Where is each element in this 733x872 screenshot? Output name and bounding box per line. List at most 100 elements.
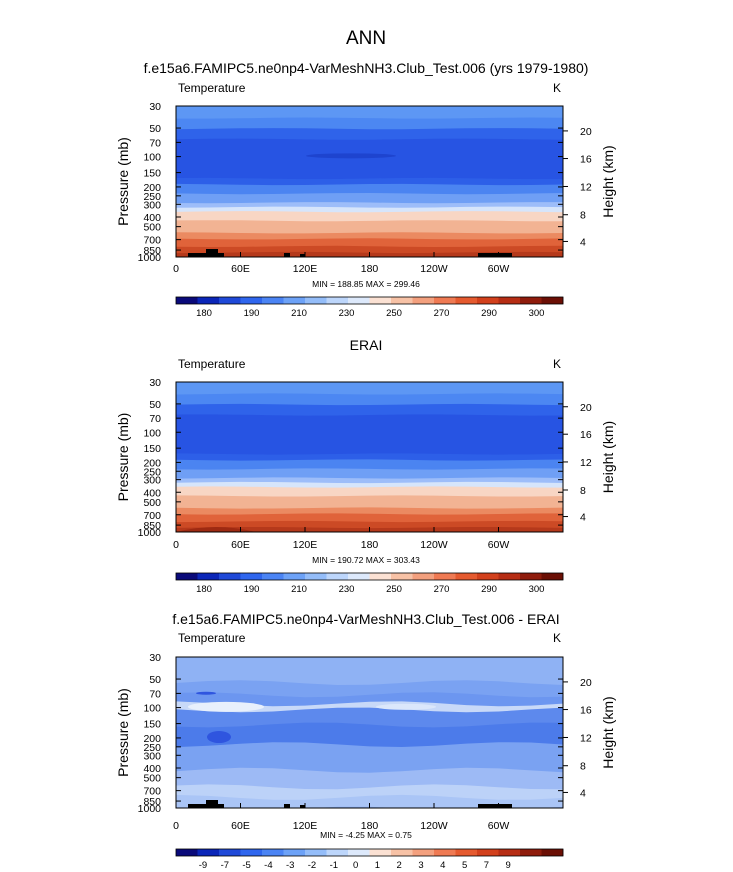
y-tick-label: 400 [143, 763, 161, 775]
y-tick-label: 500 [143, 773, 161, 785]
y2-tick-label: 20 [580, 677, 592, 689]
units-label: K [553, 81, 561, 95]
colorbar-label: 190 [244, 308, 260, 319]
colorbar-swatch [541, 297, 564, 304]
units-label: K [553, 631, 561, 645]
colorbar-label: 4 [440, 860, 445, 871]
y2-axis-label: Height (km) [600, 696, 616, 768]
y-tick-label: 70 [149, 137, 161, 149]
contour-band [176, 117, 563, 131]
anomaly-patch [188, 701, 264, 712]
topography [176, 527, 256, 532]
colorbar-swatch [262, 849, 284, 856]
colorbar-swatch [455, 573, 478, 580]
y-tick-label: 700 [143, 235, 161, 247]
y-tick-label: 30 [149, 652, 161, 664]
colorbar-label: 270 [434, 308, 450, 319]
y2-tick-label: 20 [580, 402, 592, 414]
colorbar-swatch [240, 849, 263, 856]
anomaly-patch [376, 703, 436, 710]
contour-band [176, 382, 563, 396]
y-tick-label: 850 [143, 520, 161, 532]
colorbar-label: -7 [221, 860, 229, 871]
colorbar-swatch [498, 849, 521, 856]
x-tick-label: 120E [293, 539, 318, 551]
colorbar-swatch [498, 573, 521, 580]
x-tick-label: 0 [173, 263, 179, 275]
colorbar-frame [175, 848, 564, 857]
colorbar-label: -4 [264, 860, 272, 871]
contour-band [176, 742, 563, 774]
contour-band [176, 232, 563, 241]
contour-band [176, 414, 563, 456]
colorbar-swatch [348, 849, 370, 856]
contour-band [176, 211, 563, 223]
colorbar-swatch [262, 297, 284, 304]
figure-title: ANN [346, 28, 386, 49]
x-tick-label: 0 [173, 539, 179, 551]
y-tick-label: 150 [143, 168, 161, 180]
y2-tick-label: 12 [580, 457, 592, 469]
x-tick-label: 120W [420, 820, 448, 832]
colorbar-swatch [412, 297, 435, 304]
y-tick-label: 70 [149, 413, 161, 425]
y-axis-label: Pressure (mb) [115, 413, 131, 502]
units-label: K [553, 357, 561, 371]
y-tick-label: 250 [143, 191, 161, 203]
y2-tick-label: 12 [580, 181, 592, 193]
colorbar-label: 230 [339, 584, 355, 595]
y2-tick-label: 4 [580, 512, 586, 524]
min-max-stats: MIN = 188.85 MAX = 299.46 [312, 279, 420, 289]
colorbar-swatch [541, 849, 564, 856]
colorbar-label: 290 [481, 308, 497, 319]
variable-label: Temperature [178, 631, 246, 645]
colorbar-swatch [283, 573, 306, 580]
y-axis-label: Pressure (mb) [115, 137, 131, 226]
colorbar-label: 210 [291, 584, 307, 595]
contour-band [176, 138, 563, 181]
contour-band [176, 692, 563, 708]
colorbar-frame [175, 572, 564, 581]
y-tick-label: 700 [143, 786, 161, 798]
y-tick-label: 50 [149, 123, 161, 135]
y-tick-label: 500 [143, 497, 161, 509]
colorbar-label: -2 [308, 860, 316, 871]
x-tick-label: 120E [293, 820, 318, 832]
colorbar: 180 190 210 230 250 270 290 300 [175, 296, 564, 319]
colorbar-swatch [477, 573, 499, 580]
x-tick-label: 180 [361, 539, 379, 551]
colorbar-swatch [520, 297, 542, 304]
colorbar-swatch [455, 849, 478, 856]
topography [478, 804, 512, 808]
panels: f.e15a6.FAMIPC5.ne0np4-VarMeshNH3.Club_T… [115, 60, 616, 871]
x-tick-label: 60W [488, 539, 510, 551]
contour-band [176, 513, 563, 524]
x-tick-label: 60W [488, 820, 510, 832]
y-tick-label: 1000 [138, 527, 162, 539]
contour-band [176, 722, 563, 748]
y-tick-label: 50 [149, 674, 161, 686]
colorbar-label: 7 [484, 860, 489, 871]
y-tick-label: 300 [143, 750, 161, 762]
y-tick-label: 100 [143, 427, 161, 439]
y2-tick-label: 4 [580, 236, 586, 248]
min-max-stats: MIN = 190.72 MAX = 303.43 [312, 555, 420, 565]
colorbar-swatch [283, 297, 306, 304]
y-axis-label: Pressure (mb) [115, 688, 131, 777]
colorbar: 180 190 210 230 250 270 290 300 [175, 572, 564, 595]
x-tick-label: 120E [293, 263, 318, 275]
colorbar-swatch [240, 573, 263, 580]
colorbar-label: 230 [339, 308, 355, 319]
panel-1: f.e15a6.FAMIPC5.ne0np4-VarMeshNH3.Club_T… [115, 60, 616, 319]
colorbar-swatch [219, 849, 241, 856]
colorbar-swatch [176, 297, 198, 304]
y-tick-label: 500 [143, 222, 161, 234]
contour-band [176, 468, 563, 480]
contour-field [176, 657, 563, 808]
colorbar-label: 5 [462, 860, 467, 871]
contour-band [176, 486, 563, 498]
y-tick-label: 70 [149, 688, 161, 700]
panel-subtitle: f.e15a6.FAMIPC5.ne0np4-VarMeshNH3.Club_T… [172, 611, 559, 627]
